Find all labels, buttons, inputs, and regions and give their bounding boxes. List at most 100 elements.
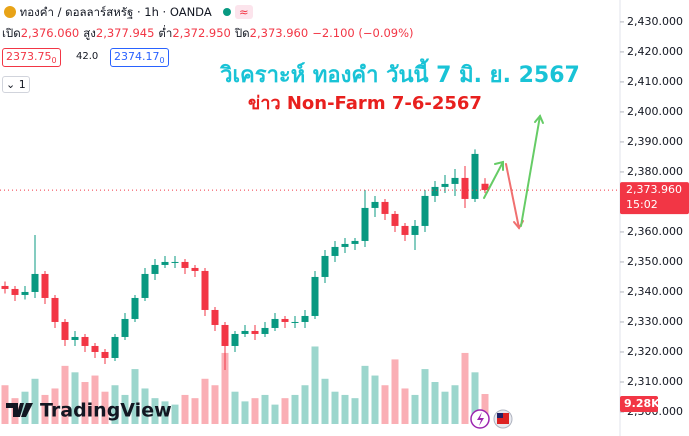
candle-body — [171, 261, 179, 263]
volume-bar — [31, 378, 39, 424]
candle-body — [341, 243, 349, 247]
tv-logo: TradingView — [6, 400, 172, 422]
candle-body — [1, 285, 9, 289]
candle-body — [221, 324, 229, 346]
volume-bar — [381, 385, 389, 424]
y-tick-label: 2,350.000 — [627, 255, 683, 268]
indicators-toggle[interactable]: ⌄ 1 — [2, 76, 30, 93]
volume-bar — [121, 394, 129, 424]
y-tick-label: 2,420.000 — [627, 45, 683, 58]
volume-bar — [401, 388, 409, 424]
ohlc-value: 2,373.960 — [249, 26, 309, 40]
candle-body — [321, 255, 329, 277]
candle-body — [161, 261, 169, 265]
logo-text: TradingView — [40, 400, 172, 422]
volume-bar — [451, 385, 459, 424]
candle-body — [271, 318, 279, 328]
volume-bar — [341, 394, 349, 424]
volume-bar — [141, 388, 149, 424]
volume-bar — [441, 391, 449, 424]
y-tick-label: 2,310.000 — [627, 375, 683, 388]
y-tick-label: 2,360.000 — [627, 225, 683, 238]
candle-body — [401, 225, 409, 235]
ohlc-label: ต่ำ — [158, 26, 173, 40]
candle-body — [461, 177, 469, 199]
ohlc-value: 2,376.060 — [20, 26, 80, 40]
volume-bar — [231, 391, 239, 424]
candle-body — [381, 201, 389, 214]
volume-bar — [1, 385, 9, 424]
volume-bar — [61, 365, 69, 424]
volume-bar — [71, 372, 79, 424]
candle-body — [111, 336, 119, 358]
volume-bar — [201, 378, 209, 424]
y-tick-label: 2,400.000 — [627, 105, 683, 118]
chart-subtitle: ข่าว Non-Farm 7-6-2567 — [248, 93, 482, 114]
volume-bar — [51, 388, 59, 424]
status-badge: ≈ — [235, 5, 253, 19]
ask-sub: 0 — [159, 56, 165, 66]
flag — [497, 413, 509, 424]
volume-bar — [251, 398, 259, 424]
candle-body — [451, 177, 459, 184]
volume-bar — [421, 369, 429, 424]
volume-bar — [351, 398, 359, 424]
spread: 42.0 — [76, 51, 99, 62]
y-tick-label: 2,390.000 — [627, 135, 683, 148]
bid-sub: 0 — [51, 56, 57, 66]
volume-label-box — [620, 396, 658, 413]
candle-body — [301, 315, 309, 322]
candle-body — [191, 267, 199, 271]
volume-bar — [271, 404, 279, 424]
chart-title: วิเคราะห์ ทองคำ วันนี้ 7 มิ. ย. 2567 — [220, 58, 580, 88]
change: −2.100 (−0.09%) — [312, 26, 414, 40]
volume-bar — [281, 398, 289, 424]
volume-bar — [331, 391, 339, 424]
ohlc-value: 2,377.945 — [95, 26, 155, 40]
status-dot — [223, 8, 232, 16]
countdown: 15:02 — [626, 198, 658, 211]
ohlc-value: 2,372.950 — [172, 26, 231, 40]
candle-body — [181, 261, 189, 268]
volume-bar — [211, 385, 219, 424]
volume-bar — [111, 385, 119, 424]
candle-body — [101, 351, 109, 358]
candle-body — [21, 291, 29, 295]
volume-bar — [391, 359, 399, 424]
candle-body — [291, 321, 299, 323]
projection-arrows — [483, 114, 544, 230]
bid-button[interactable]: 2373.750 — [2, 48, 61, 68]
candle-body — [431, 186, 439, 196]
candle-body — [391, 213, 399, 226]
volume-bar — [471, 372, 479, 424]
candle-body — [41, 273, 49, 298]
candle-body — [151, 264, 159, 274]
candle-body — [31, 273, 39, 292]
y-tick-label: 2,330.000 — [627, 315, 683, 328]
y-tick-label: 2,430.000 — [627, 15, 683, 28]
candle-body — [51, 297, 59, 322]
candle-body — [351, 240, 359, 244]
candle-body — [261, 327, 269, 334]
volume-bar — [361, 365, 369, 424]
lightning — [477, 412, 484, 426]
volume-bar — [151, 398, 159, 424]
y-tick-label: 2,320.000 — [627, 345, 683, 358]
candle-body — [11, 288, 19, 295]
volume-bar — [461, 352, 469, 424]
candle-body — [231, 333, 239, 346]
candle-body — [121, 318, 129, 337]
y-tick-label: 2,380.000 — [627, 165, 683, 178]
volume-bar — [261, 394, 269, 424]
volume-bar — [81, 382, 89, 424]
price-label: 2,373.960 — [626, 183, 682, 196]
volume-label: 9.28K — [624, 397, 660, 410]
candle-body — [71, 336, 79, 340]
volume-bar — [371, 375, 379, 424]
symbol-row: ทองคำ / ดอลลาร์สหรัฐ · 1h · OANDA ≈ — [4, 4, 253, 22]
candle-body — [361, 207, 369, 241]
candle-body — [471, 153, 479, 199]
symbol[interactable]: ทองคำ / ดอลลาร์สหรัฐ · 1h · OANDA — [19, 5, 212, 19]
ask-button[interactable]: 2374.170 — [110, 48, 169, 68]
volume-bar — [41, 394, 49, 424]
